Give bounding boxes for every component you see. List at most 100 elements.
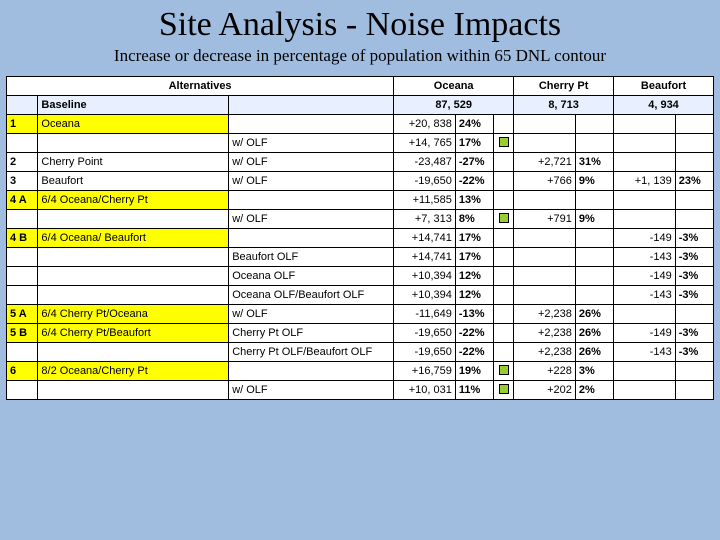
col-beaufort: Beaufort: [614, 77, 714, 96]
row-id: [7, 267, 38, 286]
row-alt: 6/4 Oceana/ Beaufort: [38, 229, 229, 248]
baseline-label: Baseline: [38, 96, 229, 115]
col-alternatives: Alternatives: [7, 77, 394, 96]
oceana-marker: [494, 248, 514, 267]
beaufort-value: [614, 134, 676, 153]
row-id: 3: [7, 172, 38, 191]
oceana-marker: [494, 210, 514, 229]
oceana-pct: 12%: [455, 267, 493, 286]
cherry-pct: 31%: [575, 153, 613, 172]
oceana-marker: [494, 381, 514, 400]
table-row: 3Beaufortw/ OLF-19,650-22%+7669%+1, 1392…: [7, 172, 714, 191]
beaufort-pct: -3%: [675, 248, 713, 267]
oceana-pct: 12%: [455, 286, 493, 305]
cherry-pct: 26%: [575, 343, 613, 362]
page-title: Site Analysis - Noise Impacts: [0, 0, 720, 44]
cherry-pct: [575, 248, 613, 267]
marker-icon: [499, 365, 509, 375]
oceana-pct: -13%: [455, 305, 493, 324]
row-olf: Cherry Pt OLF/Beaufort OLF: [229, 343, 394, 362]
row-olf: [229, 115, 394, 134]
beaufort-value: -143: [614, 286, 676, 305]
beaufort-value: [614, 115, 676, 134]
beaufort-pct: [675, 210, 713, 229]
oceana-value: +10,394: [394, 267, 456, 286]
oceana-marker: [494, 191, 514, 210]
cherry-pct: 26%: [575, 324, 613, 343]
row-id: [7, 210, 38, 229]
oceana-pct: 17%: [455, 248, 493, 267]
oceana-marker: [494, 153, 514, 172]
table-row: Oceana OLF/Beaufort OLF+10,39412%-143-3%: [7, 286, 714, 305]
oceana-pct: -22%: [455, 324, 493, 343]
row-alt: [38, 248, 229, 267]
oceana-marker: [494, 134, 514, 153]
beaufort-value: [614, 381, 676, 400]
table-row: 2Cherry Pointw/ OLF-23,487-27%+2,72131%: [7, 153, 714, 172]
oceana-value: +16,759: [394, 362, 456, 381]
baseline-row: Baseline 87, 529 8, 713 4, 934: [7, 96, 714, 115]
beaufort-value: -149: [614, 229, 676, 248]
beaufort-pct: [675, 153, 713, 172]
cherry-pct: [575, 267, 613, 286]
row-alt: 8/2 Oceana/Cherry Pt: [38, 362, 229, 381]
beaufort-value: -149: [614, 267, 676, 286]
table-row: w/ OLF+10, 03111%+2022%: [7, 381, 714, 400]
row-alt: Cherry Point: [38, 153, 229, 172]
noise-impacts-table: Alternatives Oceana Cherry Pt Beaufort B…: [6, 76, 714, 400]
row-alt: 6/4 Oceana/Cherry Pt: [38, 191, 229, 210]
row-id: 5 A: [7, 305, 38, 324]
oceana-marker: [494, 286, 514, 305]
row-olf: w/ OLF: [229, 210, 394, 229]
row-id: [7, 248, 38, 267]
beaufort-value: [614, 305, 676, 324]
oceana-value: +10,394: [394, 286, 456, 305]
cherry-pct: 9%: [575, 210, 613, 229]
cherry-value: [514, 115, 576, 134]
oceana-pct: 8%: [455, 210, 493, 229]
row-alt: [38, 134, 229, 153]
beaufort-value: [614, 191, 676, 210]
cherry-value: [514, 191, 576, 210]
baseline-beaufort: 4, 934: [614, 96, 714, 115]
row-olf: w/ OLF: [229, 305, 394, 324]
row-olf: w/ OLF: [229, 134, 394, 153]
oceana-marker: [494, 267, 514, 286]
row-id: [7, 286, 38, 305]
oceana-value: +20, 838: [394, 115, 456, 134]
table-body: 1Oceana+20, 83824%w/ OLF+14, 76517%2Cher…: [7, 115, 714, 400]
cherry-pct: 26%: [575, 305, 613, 324]
beaufort-pct: -3%: [675, 324, 713, 343]
oceana-value: +14, 765: [394, 134, 456, 153]
cherry-value: [514, 229, 576, 248]
oceana-pct: 11%: [455, 381, 493, 400]
row-olf: Beaufort OLF: [229, 248, 394, 267]
row-olf: Oceana OLF/Beaufort OLF: [229, 286, 394, 305]
beaufort-pct: [675, 381, 713, 400]
oceana-value: -11,649: [394, 305, 456, 324]
oceana-marker: [494, 172, 514, 191]
cherry-value: +228: [514, 362, 576, 381]
marker-icon: [499, 384, 509, 394]
baseline-oceana: 87, 529: [394, 96, 514, 115]
cherry-value: +202: [514, 381, 576, 400]
cherry-pct: 9%: [575, 172, 613, 191]
row-olf: w/ OLF: [229, 381, 394, 400]
cherry-value: [514, 248, 576, 267]
header-row: Alternatives Oceana Cherry Pt Beaufort: [7, 77, 714, 96]
baseline-cherry: 8, 713: [514, 96, 614, 115]
col-cherry: Cherry Pt: [514, 77, 614, 96]
oceana-marker: [494, 324, 514, 343]
table-row: w/ OLF+14, 76517%: [7, 134, 714, 153]
cherry-value: +766: [514, 172, 576, 191]
cherry-pct: 3%: [575, 362, 613, 381]
cherry-value: [514, 286, 576, 305]
row-olf: w/ OLF: [229, 172, 394, 191]
row-id: [7, 381, 38, 400]
oceana-marker: [494, 115, 514, 134]
row-alt: [38, 267, 229, 286]
row-olf: Oceana OLF: [229, 267, 394, 286]
beaufort-pct: [675, 115, 713, 134]
row-alt: Oceana: [38, 115, 229, 134]
oceana-value: +11,585: [394, 191, 456, 210]
